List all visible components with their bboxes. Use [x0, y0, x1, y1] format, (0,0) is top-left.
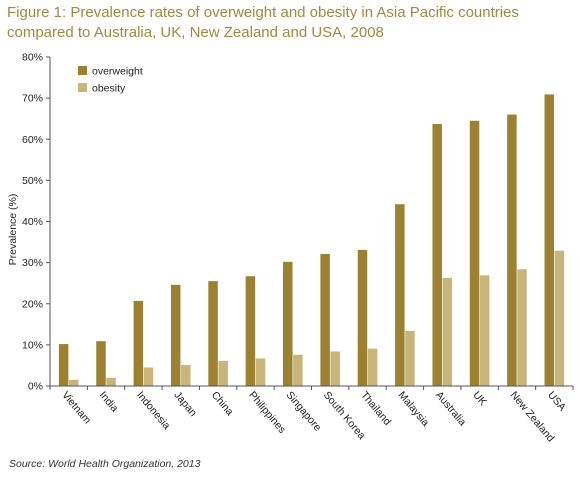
bar-obesity-china — [218, 360, 228, 386]
y-tick-label: 30% — [22, 257, 43, 269]
axes-layer — [49, 57, 573, 387]
bar-overweight-singapore — [283, 261, 293, 386]
x-tick-label: UK — [470, 389, 489, 408]
y-ticks-layer: 0% 10% 20% 30% 40% 50% 60% 70% 80% — [22, 52, 50, 393]
bar-obesity-philippines — [255, 358, 266, 386]
x-tick-label: India — [97, 389, 121, 414]
x-tick-label: Thailand — [358, 389, 393, 428]
x-tick-label: USA — [545, 389, 568, 413]
source-note: Source: World Health Organization, 2013 — [9, 458, 201, 470]
x-tick-label: China — [209, 389, 236, 418]
figure-title: Figure 1: Prevalence rates of overweight… — [7, 3, 567, 43]
y-tick-label: 0% — [28, 381, 43, 393]
bar-obesity-indonesia — [143, 367, 154, 386]
bar-overweight-malaysia — [395, 204, 405, 386]
bar-obesity-usa — [554, 250, 565, 386]
y-tick-label: 40% — [22, 216, 43, 228]
bar-overweight-new-zealand — [507, 114, 517, 386]
bar-obesity-new-zealand — [517, 269, 527, 386]
bar-obesity-south-korea — [330, 351, 340, 386]
bar-overweight-japan — [170, 284, 181, 386]
bar-overweight-philippines — [245, 276, 256, 386]
bar-obesity-thailand — [367, 348, 378, 386]
y-tick-label: 50% — [22, 175, 43, 187]
y-tick-label: 80% — [22, 52, 43, 64]
bar-overweight-australia — [432, 124, 442, 386]
legend-label-overweight: overweight — [92, 66, 143, 78]
legend-swatch-obesity — [78, 83, 87, 92]
y-tick-label: 60% — [22, 134, 43, 146]
bar-obesity-japan — [181, 365, 191, 386]
x-tick-label: Malaysia — [396, 389, 432, 429]
bar-overweight-south-korea — [320, 253, 330, 386]
x-tick-label: Australia — [433, 389, 469, 428]
y-tick-label: 70% — [22, 93, 43, 105]
bar-obesity-singapore — [293, 354, 303, 386]
bar-obesity-australia — [442, 277, 453, 386]
bar-overweight-china — [208, 281, 218, 386]
bar-obesity-malaysia — [405, 330, 415, 386]
y-axis-title: Prevalence (%) — [7, 194, 19, 266]
figure-title-line-2: compared to Australia, UK, New Zealand a… — [7, 24, 384, 41]
y-tick-label: 10% — [22, 339, 43, 351]
legend-swatch-overweight — [78, 66, 87, 75]
x-tick-label: Japan — [171, 389, 199, 419]
bars-layer — [58, 94, 565, 387]
legend: overweight obesity — [78, 66, 143, 95]
bar-overweight-indonesia — [133, 300, 144, 386]
bar-obesity-india — [106, 377, 116, 386]
x-tick-label: Vietnam — [59, 389, 93, 426]
x-tick-label: Singapore — [284, 389, 324, 434]
y-tick-label: 20% — [22, 298, 43, 310]
bar-overweight-india — [96, 341, 106, 386]
x-tick-label: Philippines — [246, 389, 288, 436]
bar-overweight-vietnam — [58, 344, 69, 386]
x-tick-label: Indonesia — [134, 389, 173, 432]
bar-overweight-uk — [469, 120, 480, 387]
legend-label-obesity: obesity — [92, 83, 126, 95]
bar-overweight-thailand — [357, 249, 368, 386]
bar-obesity-uk — [479, 275, 490, 386]
figure-title-line-1: Figure 1: Prevalence rates of overweight… — [7, 4, 519, 21]
bar-obesity-vietnam — [68, 379, 79, 386]
bar-overweight-usa — [544, 94, 555, 386]
